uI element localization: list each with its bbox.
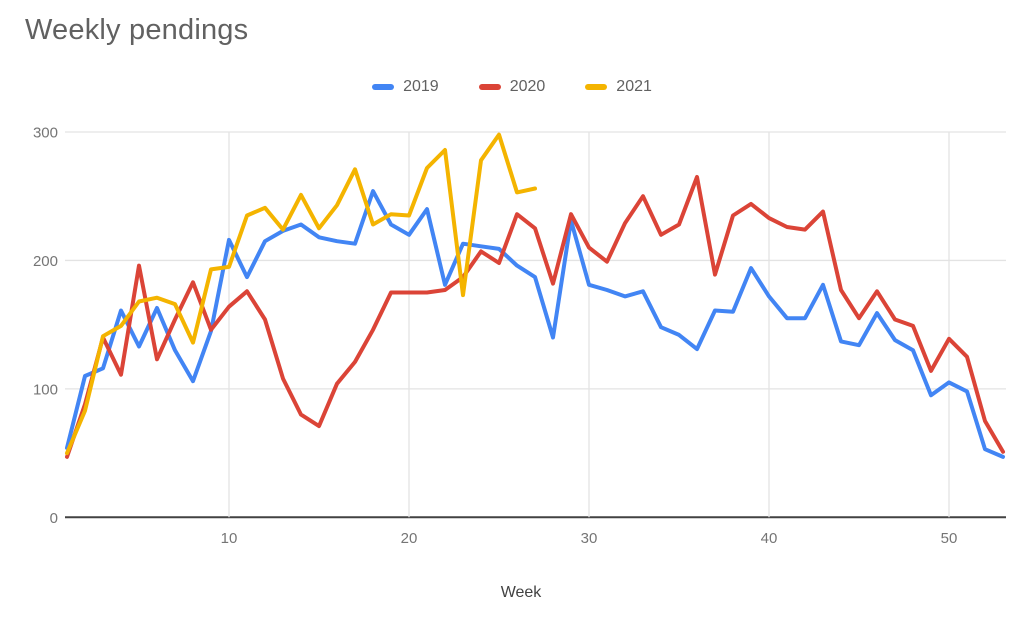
legend-swatch-2021-icon	[585, 84, 608, 90]
y-tick-300: 300	[33, 125, 58, 142]
y-tick-200: 200	[33, 253, 58, 270]
x-axis-title: Week	[501, 584, 543, 601]
series-line-2020[interactable]	[65, 175, 1005, 459]
data-series	[65, 132, 1005, 459]
legend-item-2020: 2020	[478, 78, 546, 96]
legend-label-2021: 2021	[616, 78, 652, 95]
legend-label-2020: 2020	[509, 78, 546, 95]
series-line-2021[interactable]	[65, 132, 537, 456]
x-tick-40: 40	[761, 530, 778, 547]
y-tick-0: 0	[50, 510, 58, 527]
chart-title: Weekly pendings	[25, 14, 249, 46]
legend-swatch-2020-icon	[478, 84, 501, 90]
legend: 2019 2020 2021	[0, 78, 1024, 96]
gridlines	[65, 131, 1006, 519]
legend-item-2019: 2019	[372, 78, 439, 96]
axis-labels: 0 100 200 300 10 20 30 40 50	[33, 125, 957, 547]
series-line-2019[interactable]	[65, 189, 1005, 459]
x-tick-30: 30	[581, 530, 598, 547]
legend-swatch-2019-icon	[372, 84, 395, 90]
legend-item-2021: 2021	[585, 78, 652, 96]
y-tick-100: 100	[33, 381, 58, 398]
x-tick-10: 10	[221, 530, 238, 547]
x-tick-20: 20	[401, 530, 418, 547]
x-tick-50: 50	[941, 530, 958, 547]
legend-label-2019: 2019	[403, 78, 439, 95]
